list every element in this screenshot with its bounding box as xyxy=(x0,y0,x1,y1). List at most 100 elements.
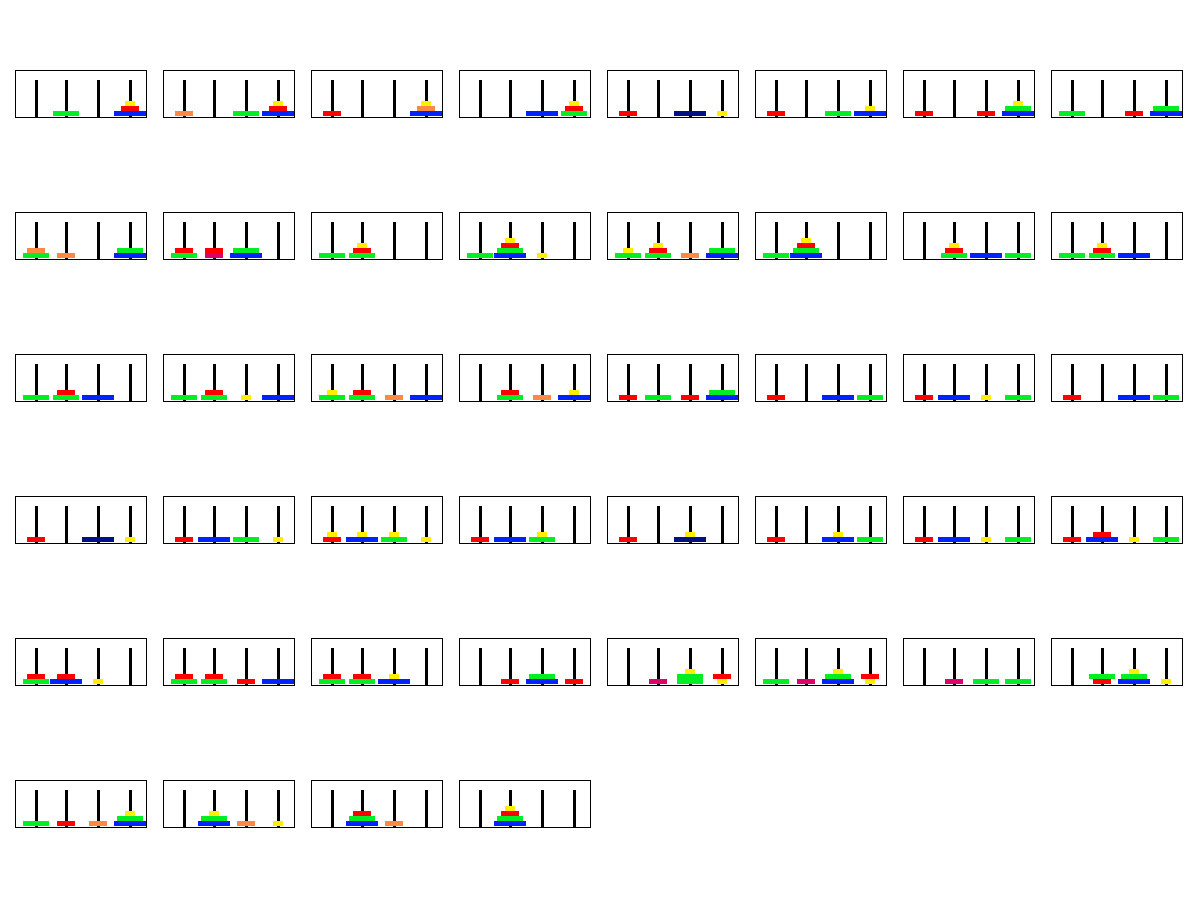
peg xyxy=(1071,648,1074,685)
disk xyxy=(1121,674,1147,679)
disk xyxy=(198,821,230,826)
disk xyxy=(1005,679,1031,684)
peg xyxy=(479,506,482,543)
peg xyxy=(721,80,724,117)
peg xyxy=(183,790,186,827)
disk xyxy=(854,111,886,116)
peg xyxy=(541,364,544,401)
disk xyxy=(822,395,854,400)
peg xyxy=(1165,80,1168,117)
disk xyxy=(793,248,819,253)
peg xyxy=(923,364,926,401)
disk xyxy=(565,679,583,684)
disk xyxy=(201,679,227,684)
peg xyxy=(129,80,132,117)
disk xyxy=(709,390,735,395)
peg xyxy=(541,790,544,827)
peg xyxy=(923,222,926,259)
peg xyxy=(245,222,248,259)
disk xyxy=(117,248,143,253)
peg xyxy=(277,222,280,259)
peg xyxy=(277,80,280,117)
peg xyxy=(183,364,186,401)
peg xyxy=(97,80,100,117)
peg xyxy=(1165,648,1168,685)
disk xyxy=(89,821,107,826)
peg xyxy=(129,222,132,259)
peg xyxy=(689,506,692,543)
puzzle-frame xyxy=(15,212,147,260)
disk xyxy=(1002,111,1034,116)
disk xyxy=(822,537,854,542)
disk xyxy=(865,679,875,684)
disk xyxy=(233,248,259,253)
peg xyxy=(331,80,334,117)
peg xyxy=(953,506,956,543)
puzzle-frame xyxy=(459,638,591,686)
disk xyxy=(205,253,223,258)
peg xyxy=(1017,80,1020,117)
disk xyxy=(861,674,879,679)
peg xyxy=(985,80,988,117)
peg xyxy=(805,648,808,685)
disk xyxy=(494,821,526,826)
disk xyxy=(706,395,738,400)
peg xyxy=(331,506,334,543)
disk xyxy=(537,532,547,537)
peg xyxy=(573,648,576,685)
disk xyxy=(1150,111,1182,116)
peg xyxy=(479,222,482,259)
puzzle-frame xyxy=(903,212,1035,260)
disk xyxy=(825,674,851,679)
disk xyxy=(945,248,963,253)
peg xyxy=(393,790,396,827)
peg xyxy=(689,648,692,685)
peg xyxy=(541,506,544,543)
disk xyxy=(1129,537,1139,542)
peg xyxy=(689,364,692,401)
peg xyxy=(953,80,956,117)
disk xyxy=(529,674,555,679)
disk xyxy=(233,111,259,116)
peg xyxy=(65,648,68,685)
puzzle-frame xyxy=(903,70,1035,118)
disk xyxy=(505,238,515,243)
disk xyxy=(801,238,811,243)
disk xyxy=(349,679,375,684)
disk xyxy=(767,537,785,542)
puzzle-frame xyxy=(607,70,739,118)
disk xyxy=(915,395,933,400)
peg xyxy=(213,506,216,543)
disk xyxy=(973,679,999,684)
peg xyxy=(953,364,956,401)
peg xyxy=(183,222,186,259)
peg xyxy=(837,364,840,401)
disk xyxy=(114,821,146,826)
disk xyxy=(1089,674,1115,679)
peg xyxy=(627,364,630,401)
disk xyxy=(565,106,583,111)
disk xyxy=(497,816,523,821)
disk xyxy=(27,248,45,253)
disk xyxy=(201,816,227,821)
disk xyxy=(273,821,283,826)
peg xyxy=(129,506,132,543)
disk xyxy=(378,679,410,684)
peg xyxy=(361,790,364,827)
peg xyxy=(657,80,660,117)
disk xyxy=(467,253,493,258)
disk xyxy=(385,395,403,400)
peg xyxy=(277,506,280,543)
peg xyxy=(331,222,334,259)
disk xyxy=(713,674,731,679)
peg xyxy=(1101,648,1104,685)
peg xyxy=(213,80,216,117)
disk xyxy=(1161,679,1171,684)
peg xyxy=(129,364,132,401)
disk xyxy=(763,253,789,258)
disk xyxy=(1013,101,1023,106)
peg xyxy=(361,222,364,259)
peg xyxy=(1071,364,1074,401)
peg xyxy=(573,222,576,259)
disk xyxy=(677,674,703,679)
